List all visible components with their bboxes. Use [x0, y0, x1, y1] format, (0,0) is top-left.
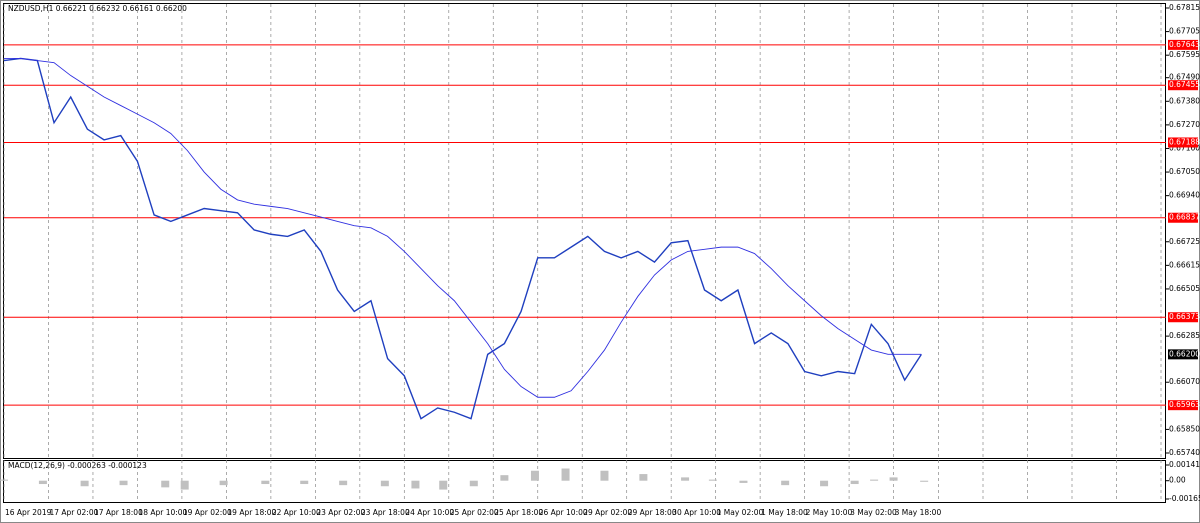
- macd-bar: [180, 480, 189, 490]
- x-tick-label: 16 Apr 2019: [5, 508, 52, 517]
- level-label: 0.67643: [1169, 40, 1200, 49]
- y-tick-label: 0.67380: [1169, 96, 1200, 105]
- x-tick-label: 19 Apr 02:00: [183, 508, 232, 517]
- x-tick-label: 19 Apr 18:00: [227, 508, 276, 517]
- level-label: 0.65963: [1169, 400, 1200, 409]
- level-tag: [1168, 39, 1198, 50]
- macd-panel: [3, 460, 1166, 503]
- y-tick-label: 0.65850: [1169, 424, 1200, 433]
- macd-bar: [639, 474, 648, 481]
- y-tick-label: 0.00: [1169, 476, 1186, 485]
- x-tick-label: 1 May 18:00: [761, 508, 808, 517]
- y-tick-label: 0.66070: [1169, 377, 1200, 386]
- macd-bar: [339, 480, 348, 486]
- x-tick-label: 26 Apr 10:00: [539, 508, 588, 517]
- macd-bar: [439, 480, 448, 490]
- x-tick-label: 24 Apr 10:00: [405, 508, 454, 517]
- price-line: [4, 57, 922, 398]
- y-tick-label: 0.66285: [1169, 331, 1200, 340]
- x-tick-label: 29 Apr 02:00: [583, 508, 632, 517]
- y-tick-label: 0.001418: [1169, 460, 1200, 469]
- y-tick-label: 0.67815: [1169, 3, 1200, 12]
- macd-bar: [469, 480, 478, 487]
- macd-bar: [920, 480, 929, 482]
- x-tick-label: 3 May 18:00: [895, 508, 942, 517]
- level-tag: [1168, 400, 1198, 411]
- main-panel: [3, 3, 1166, 459]
- macd-bar: [561, 468, 570, 481]
- x-tick-label: 17 Apr 18:00: [94, 508, 143, 517]
- macd-bar: [80, 480, 89, 487]
- last-price-label: 0.66200: [1169, 349, 1200, 358]
- y-tick-label: 0.66940: [1169, 191, 1200, 200]
- y-tick-label: 0.66725: [1169, 237, 1200, 246]
- y-tick-label: 0.66615: [1169, 260, 1200, 269]
- y-tick-label: 0.65740: [1169, 448, 1200, 457]
- chart-title: NZDUSD,H1 0.66221 0.66232 0.66161 0.6620…: [8, 4, 187, 13]
- y-tick-label: 0.67160: [1169, 143, 1200, 152]
- level-tag: [1168, 137, 1198, 148]
- y-tick-label: 0.67270: [1169, 120, 1200, 129]
- last-price-tag: [1168, 349, 1198, 360]
- macd-bar: [411, 480, 420, 489]
- level-tag: [1168, 80, 1198, 91]
- x-tick-label: 2 May 10:00: [806, 508, 853, 517]
- y-tick-label: 0.67705: [1169, 27, 1200, 36]
- x-tick-label: 25 Apr 18:00: [494, 508, 543, 517]
- macd-bar: [870, 479, 879, 481]
- level-tag: [1168, 212, 1198, 223]
- price-line: [3, 57, 922, 420]
- x-tick-label: 1 May 02:00: [717, 508, 764, 517]
- macd-bar: [681, 477, 690, 481]
- level-label: 0.66373: [1169, 312, 1200, 321]
- macd-bar: [850, 480, 859, 485]
- y-tick-label: 0.67595: [1169, 50, 1200, 59]
- x-tick-label: 22 Apr 10:00: [272, 508, 321, 517]
- macd-bar: [261, 480, 270, 485]
- x-tick-label: 23 Apr 18:00: [361, 508, 410, 517]
- macd-bar: [530, 470, 539, 481]
- level-label: 0.67455: [1169, 80, 1200, 89]
- y-tick-label: 0.67050: [1169, 167, 1200, 176]
- y-tick-label: 0.67490: [1169, 73, 1200, 82]
- y-tick-label: -0.001651: [1169, 494, 1200, 503]
- macd-bar: [739, 480, 748, 483]
- x-tick-label: 3 May 02:00: [850, 508, 897, 517]
- macd-bar: [820, 480, 829, 487]
- x-tick-label: 29 Apr 18:00: [628, 508, 677, 517]
- macd-title: MACD(12,26,9) -0.000263 -0.000123: [8, 461, 147, 470]
- macd-bar: [708, 479, 717, 481]
- level-label: 0.67188: [1169, 137, 1200, 146]
- y-tick-label: 0.66505: [1169, 284, 1200, 293]
- x-tick-label: 17 Apr 02:00: [49, 508, 98, 517]
- macd-bar: [38, 480, 47, 485]
- x-tick-label: 30 Apr 10:00: [672, 508, 721, 517]
- macd-bar: [781, 480, 790, 486]
- macd-bar: [380, 480, 389, 487]
- level-label: 0.66837: [1169, 213, 1200, 222]
- x-tick-label: 18 Apr 10:00: [138, 508, 187, 517]
- macd-bar: [219, 480, 228, 486]
- x-tick-label: 25 Apr 02:00: [450, 508, 499, 517]
- macd-bar: [600, 470, 609, 481]
- macd-bar: [0, 479, 8, 481]
- macd-bar: [119, 480, 128, 486]
- level-tag: [1168, 312, 1198, 323]
- macd-bar: [500, 475, 509, 481]
- macd-bar: [300, 480, 309, 485]
- macd-bar: [889, 477, 898, 481]
- x-tick-label: 23 Apr 02:00: [316, 508, 365, 517]
- macd-bar: [161, 480, 170, 488]
